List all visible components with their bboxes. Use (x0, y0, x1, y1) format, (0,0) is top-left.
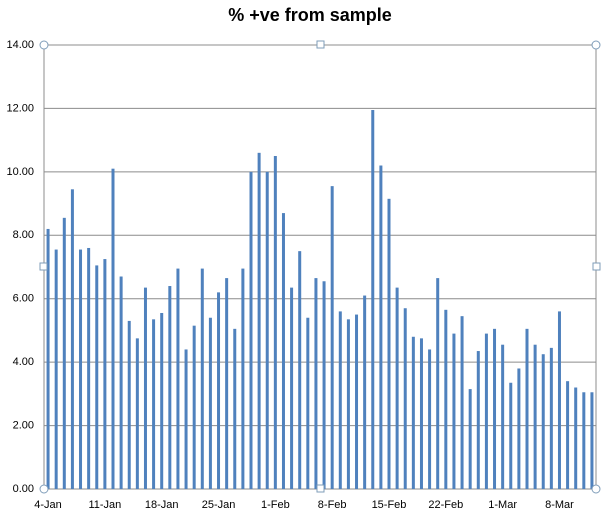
x-tick-label: 8-Feb (318, 499, 347, 511)
bar (419, 338, 423, 489)
y-tick-label: 6.00 (13, 293, 34, 305)
bar (590, 392, 594, 489)
bar (103, 259, 107, 489)
bar (484, 333, 488, 489)
bar (119, 276, 123, 489)
bar (379, 165, 383, 489)
chart-title: % +ve from sample (228, 5, 392, 25)
x-tick-label: 18-Jan (145, 499, 179, 511)
bar (111, 168, 115, 489)
bar (200, 268, 204, 489)
y-tick-label: 10.00 (6, 166, 34, 178)
bar (371, 110, 375, 489)
bar (322, 281, 326, 489)
x-tick-label: 25-Jan (202, 499, 236, 511)
x-tick-label: 15-Feb (372, 499, 407, 511)
bar (460, 316, 464, 489)
handle (39, 40, 49, 50)
bar (387, 198, 391, 490)
bar (525, 328, 529, 489)
bar (403, 308, 407, 489)
bar (338, 311, 342, 489)
bar (493, 328, 497, 489)
x-tick-label: 4-Jan (34, 499, 62, 511)
handle (316, 40, 325, 49)
bar (395, 287, 399, 489)
x-tick-label: 22-Feb (428, 499, 463, 511)
bar (176, 268, 180, 489)
bar (501, 344, 505, 489)
x-tick-label: 1-Mar (488, 499, 517, 511)
handle (591, 484, 601, 494)
bar (160, 312, 164, 489)
bar (241, 268, 245, 489)
y-tick-label: 12.00 (6, 102, 34, 114)
bar (54, 249, 58, 489)
bar (346, 319, 350, 489)
bar (574, 387, 578, 489)
y-tick-label: 4.00 (13, 356, 34, 368)
bar (509, 382, 513, 489)
handle (591, 40, 601, 50)
bar (533, 344, 537, 489)
bar (428, 349, 432, 489)
bar (249, 171, 253, 489)
bar (517, 368, 521, 489)
bar (436, 278, 440, 489)
x-tick-label: 11-Jan (88, 499, 121, 511)
bar (135, 338, 139, 489)
bar (549, 347, 553, 489)
bar (557, 311, 561, 489)
bar (468, 389, 472, 489)
bar (306, 317, 310, 489)
y-tick-label: 14.00 (6, 39, 34, 51)
bar (208, 317, 212, 489)
bar (298, 251, 302, 489)
bar (355, 314, 359, 489)
y-tick-label: 2.00 (13, 419, 34, 431)
handle (592, 262, 601, 271)
x-tick-label: 1-Feb (261, 499, 290, 511)
bar (314, 278, 318, 489)
bar (582, 392, 586, 489)
bar (217, 292, 221, 489)
y-tick-label: 8.00 (13, 229, 34, 241)
bar (233, 328, 237, 489)
y-tick-label: 0.00 (13, 483, 34, 495)
bar (257, 152, 261, 490)
bar (476, 351, 480, 489)
bar (273, 156, 277, 489)
bar (452, 333, 456, 489)
bar (46, 228, 50, 489)
selection-handles (39, 40, 601, 494)
handle (39, 484, 49, 494)
bar (184, 349, 188, 489)
bar (168, 286, 172, 489)
bar (62, 217, 66, 490)
bar (192, 325, 196, 489)
handle (39, 262, 48, 271)
bar (152, 319, 156, 489)
bar (79, 249, 83, 489)
bar (444, 309, 448, 489)
bar (541, 354, 545, 489)
bar (363, 295, 367, 489)
bar (265, 171, 269, 489)
bar (225, 278, 229, 489)
bar (566, 381, 570, 489)
handle (316, 484, 325, 493)
bar (87, 247, 91, 489)
bar (290, 287, 294, 489)
bar (143, 287, 147, 489)
bar (411, 336, 415, 489)
x-tick-label: 8-Mar (545, 499, 574, 511)
bar (330, 186, 334, 489)
bar (70, 189, 74, 490)
bar (95, 265, 99, 489)
bar (281, 213, 285, 490)
bar (127, 320, 131, 489)
